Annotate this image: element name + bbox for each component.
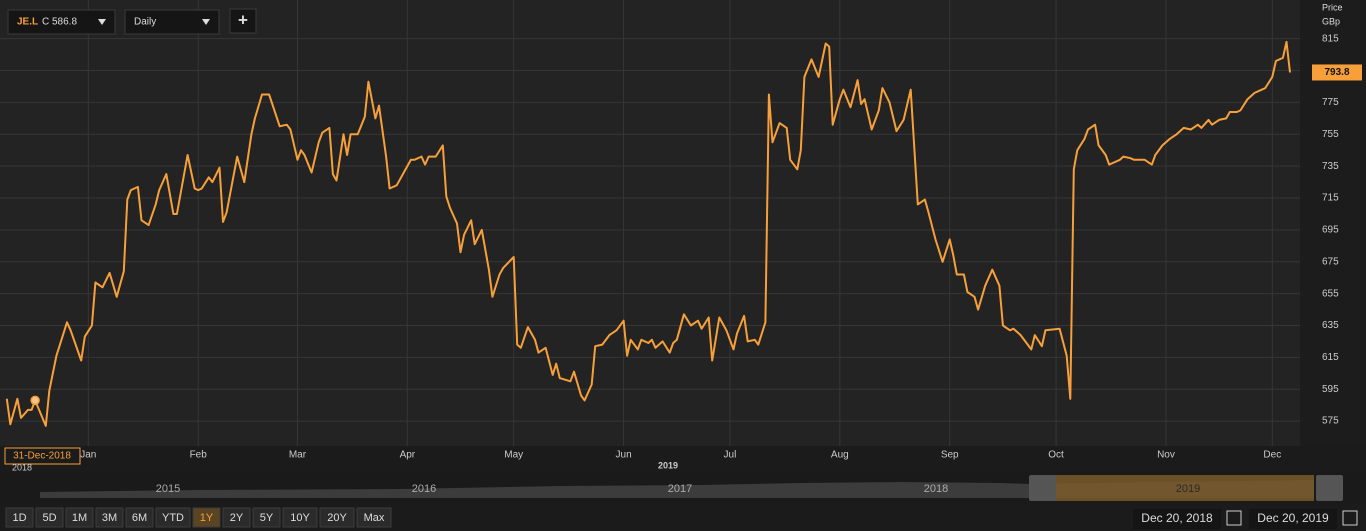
date-to-box[interactable] bbox=[1249, 509, 1337, 529]
range-button[interactable] bbox=[319, 507, 355, 528]
range-button[interactable] bbox=[222, 507, 251, 528]
dropdown-arrow bbox=[98, 19, 106, 25]
range-label: 5D bbox=[42, 512, 56, 524]
y-axis-title: Price bbox=[1322, 2, 1343, 12]
cursor-point bbox=[30, 395, 40, 406]
range-button[interactable] bbox=[35, 507, 64, 528]
x-tick-label: Oct bbox=[1048, 450, 1064, 461]
cursor-box bbox=[4, 447, 81, 465]
range-label: 1M bbox=[72, 512, 87, 524]
date-from: Dec 20, 2018 bbox=[1141, 511, 1213, 525]
range-label: YTD bbox=[162, 512, 184, 524]
calendar-icon[interactable] bbox=[1342, 510, 1358, 526]
range-button[interactable] bbox=[65, 507, 94, 528]
range-button[interactable] bbox=[356, 507, 392, 528]
range-label: 1D bbox=[12, 512, 26, 524]
y-tick-label: 695 bbox=[1322, 225, 1339, 236]
navigator-year: 2017 bbox=[668, 483, 692, 495]
range-label: 2Y bbox=[230, 512, 244, 524]
range-button[interactable] bbox=[125, 507, 154, 528]
y-tick-label: 655 bbox=[1322, 288, 1339, 299]
x-tick-label: Mar bbox=[289, 450, 307, 461]
navigator-selection[interactable] bbox=[1042, 475, 1314, 501]
calendar-icon[interactable] bbox=[1226, 510, 1242, 526]
navigator-year: 2018 bbox=[924, 483, 948, 495]
x-tick-label: Jan bbox=[80, 450, 96, 461]
date-from-box[interactable] bbox=[1133, 509, 1221, 529]
navigator-handle[interactable] bbox=[1029, 475, 1056, 501]
navigator-year: 2015 bbox=[156, 483, 180, 495]
dropdown-arrow bbox=[202, 19, 210, 25]
y-tick-label: 615 bbox=[1322, 352, 1339, 363]
navigator-area bbox=[40, 480, 1314, 498]
date-to: Dec 20, 2019 bbox=[1257, 511, 1329, 525]
x-tick-label: Feb bbox=[190, 450, 208, 461]
y-tick-label: 595 bbox=[1322, 384, 1339, 395]
range-button[interactable] bbox=[252, 507, 281, 528]
symbol: JE.L bbox=[17, 17, 38, 28]
range-label: 1Y bbox=[200, 512, 214, 524]
plot-background bbox=[0, 0, 1300, 446]
x-tick-label: May bbox=[504, 450, 523, 461]
y-tick-label: 775 bbox=[1322, 97, 1339, 108]
x-tick-label: Jun bbox=[616, 450, 632, 461]
y-tick-label: 635 bbox=[1322, 320, 1339, 331]
cursor-date: 31-Dec-2018 bbox=[13, 451, 71, 462]
range-label: Max bbox=[364, 512, 385, 524]
symbol-box[interactable] bbox=[7, 9, 116, 35]
x-year-label: 2019 bbox=[658, 460, 678, 470]
range-button[interactable] bbox=[282, 507, 318, 528]
range-label: 6M bbox=[132, 512, 147, 524]
cursor-year: 2018 bbox=[12, 462, 32, 472]
price-line bbox=[5, 40, 1291, 427]
x-tick-label: Aug bbox=[831, 450, 849, 461]
x-tick-label: Sep bbox=[941, 450, 959, 461]
x-tick-label: Nov bbox=[1157, 450, 1175, 461]
range-button[interactable] bbox=[192, 507, 221, 528]
range-label: 5Y bbox=[260, 512, 274, 524]
y-tick-label: 675 bbox=[1322, 256, 1339, 267]
navigator-year: 2019 bbox=[1176, 483, 1200, 495]
quote: C 586.8 bbox=[42, 17, 77, 28]
y-tick-label: 815 bbox=[1322, 33, 1339, 44]
x-tick-label: Apr bbox=[400, 450, 416, 461]
x-tick-label: Jul bbox=[724, 450, 737, 461]
y-tick-label: 735 bbox=[1322, 161, 1339, 172]
range-button[interactable] bbox=[95, 507, 124, 528]
interval: Daily bbox=[134, 17, 156, 28]
y-tick-label: 575 bbox=[1322, 416, 1339, 427]
navigator-handle[interactable] bbox=[1316, 475, 1343, 501]
navigator-year: 2016 bbox=[412, 483, 436, 495]
x-tick-label: Dec bbox=[1263, 450, 1281, 461]
y-tick-label: 755 bbox=[1322, 129, 1339, 140]
add-button[interactable] bbox=[229, 8, 257, 34]
y-tick-label: 715 bbox=[1322, 193, 1339, 204]
range-label: 3M bbox=[102, 512, 117, 524]
y-axis-unit: GBp bbox=[1322, 16, 1340, 26]
range-button[interactable] bbox=[5, 507, 34, 528]
last-price: 793.8 bbox=[1324, 67, 1349, 78]
add-label: + bbox=[238, 10, 248, 29]
interval-box[interactable] bbox=[124, 9, 220, 35]
range-label: 20Y bbox=[327, 512, 347, 524]
range-button[interactable] bbox=[155, 507, 191, 528]
range-label: 10Y bbox=[290, 512, 310, 524]
last-price-box bbox=[1312, 64, 1362, 81]
